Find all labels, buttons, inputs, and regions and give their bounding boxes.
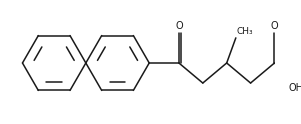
Text: OH: OH xyxy=(288,83,301,93)
Text: O: O xyxy=(175,21,183,31)
Text: CH₃: CH₃ xyxy=(237,27,253,36)
Text: O: O xyxy=(271,21,278,31)
